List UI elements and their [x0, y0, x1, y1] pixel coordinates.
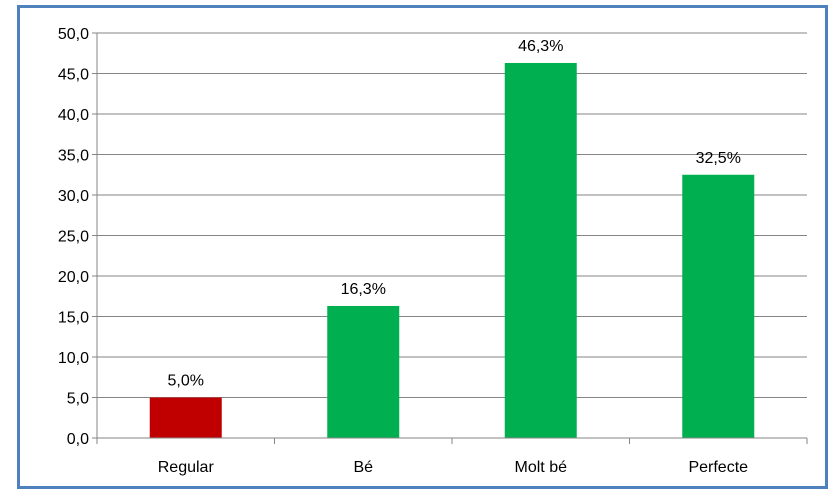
y-tick-label: 10,0 [58, 350, 89, 367]
data-label: 46,3% [518, 38, 563, 55]
y-tick-label: 40,0 [58, 107, 89, 124]
bar-perfecte [682, 174, 755, 438]
data-label: 5,0% [168, 373, 204, 390]
y-tick-label: 5,0 [67, 391, 89, 408]
x-tick-label: Regular [158, 459, 215, 476]
y-tick-label: 45,0 [58, 67, 89, 84]
bar-chart: 0,0 5,0 10,0 15,0 20,0 25,0 30,0 35,0 40,0 45,0 50… [58, 26, 808, 476]
x-tick-label: Molt bé [515, 459, 568, 476]
axes [92, 32, 808, 444]
x-axis-tick-labels: Regular Bé Molt bé Perfecte [158, 459, 748, 476]
bar-regular [149, 397, 222, 438]
data-label: 16,3% [341, 281, 386, 298]
chart-frame: 0,0 5,0 10,0 15,0 20,0 25,0 30,0 35,0 40,0 45,0 50… [17, 5, 828, 489]
data-labels: 5,0% 16,3% 46,3% 32,5% [168, 38, 741, 390]
bars [149, 62, 755, 438]
y-tick-label: 15,0 [58, 310, 89, 327]
y-tick-label: 25,0 [58, 229, 89, 246]
y-tick-label: 50,0 [58, 26, 89, 43]
x-tick-label: Bé [353, 459, 373, 476]
bar-molt-bé [504, 62, 577, 438]
bar-bé [327, 305, 400, 438]
y-tick-label: 20,0 [58, 269, 89, 286]
y-axis-tick-labels: 0,0 5,0 10,0 15,0 20,0 25,0 30,0 35,0 40,0 45,0 50… [58, 26, 89, 448]
y-tick-label: 0,0 [67, 431, 89, 448]
x-tick-label: Perfecte [688, 459, 748, 476]
y-tick-label: 35,0 [58, 148, 89, 165]
gridlines [97, 32, 807, 398]
data-label: 32,5% [696, 150, 741, 167]
y-tick-label: 30,0 [58, 188, 89, 205]
